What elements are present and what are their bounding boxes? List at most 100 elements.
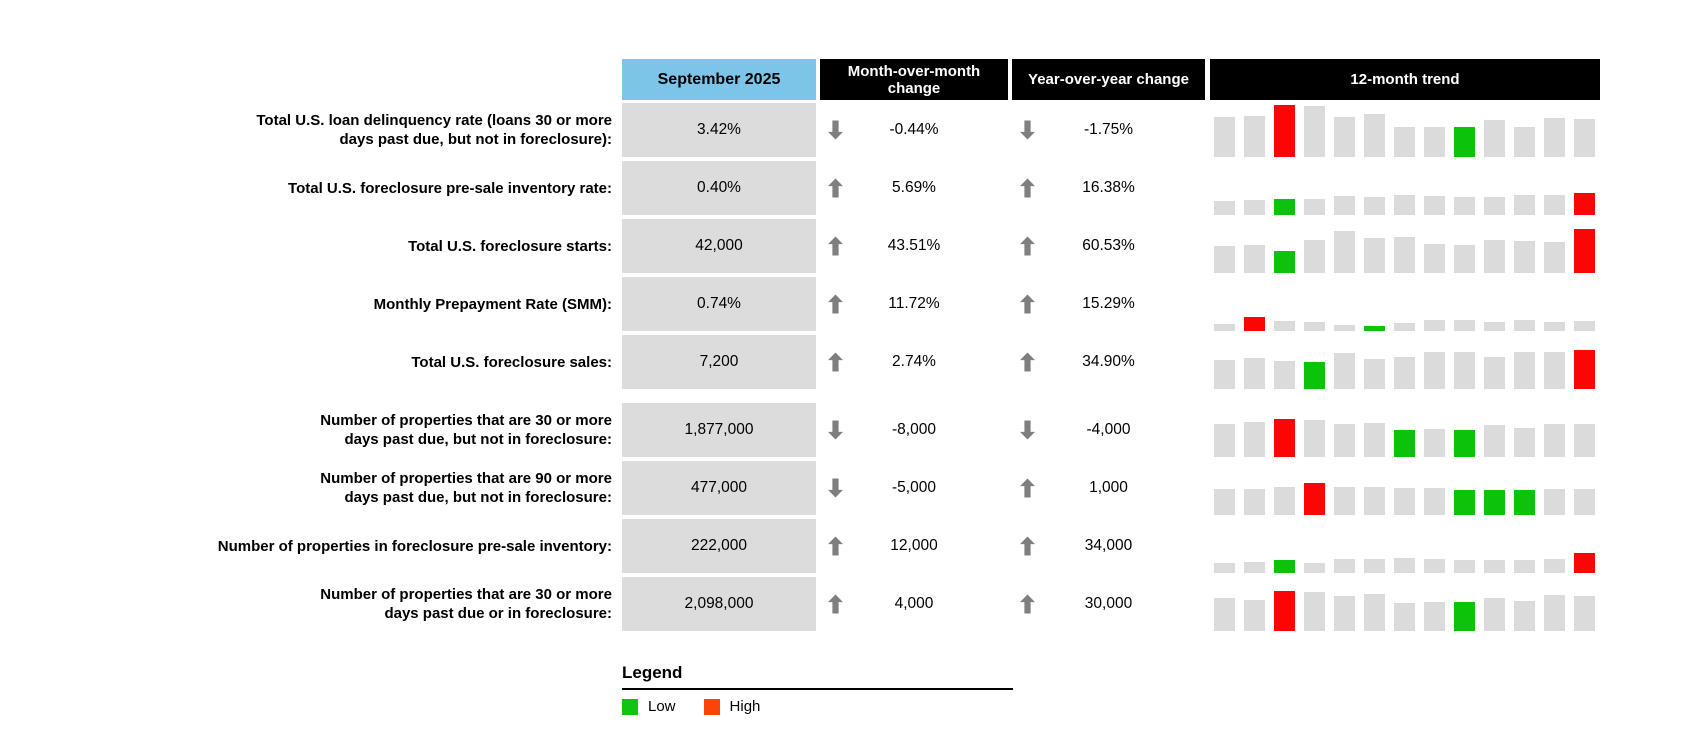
mom-change-value: 11.72%: [888, 295, 940, 312]
trend-sparkline: [1210, 219, 1600, 273]
row-label: Number of properties that are 90 or more…: [320, 470, 612, 506]
mom-change-cell: -8,000: [820, 403, 1008, 457]
trend-bar-high: [1574, 350, 1595, 389]
mom-change-value: -5,000: [892, 479, 936, 496]
trend-bar: [1244, 600, 1265, 631]
trend-bar: [1274, 487, 1295, 515]
trend-bar: [1334, 487, 1355, 515]
trend-bar: [1424, 602, 1445, 631]
legend-high-label: High: [729, 698, 761, 715]
trend-bar: [1514, 241, 1535, 273]
yoy-change-cell: 1,000: [1012, 461, 1205, 515]
trend-bar: [1214, 598, 1235, 631]
mom-change-cell: 11.72%: [820, 277, 1008, 331]
row-label-cell: Number of properties that are 30 or more…: [100, 577, 618, 631]
trend-bar: [1364, 359, 1385, 389]
trend-bar: [1364, 197, 1385, 215]
trend-bar: [1454, 197, 1475, 215]
trend-bar: [1484, 197, 1505, 215]
up-arrow-icon: [1020, 294, 1035, 314]
trend-bar-high: [1274, 591, 1295, 631]
trend-bar-high: [1574, 553, 1595, 573]
trend-bar-low: [1394, 430, 1415, 457]
trend-bar: [1424, 429, 1445, 457]
trend-bar: [1334, 424, 1355, 457]
trend-bar: [1544, 195, 1565, 215]
mom-change-cell: 12,000: [820, 519, 1008, 573]
trend-bar: [1544, 352, 1565, 389]
up-arrow-icon: [828, 536, 843, 556]
trend-bar: [1544, 595, 1565, 631]
trend-bar: [1364, 487, 1385, 515]
table-row: Total U.S. loan delinquency rate (loans …: [100, 103, 1600, 157]
current-value-cell: 42,000: [622, 219, 816, 273]
trend-bar-high: [1574, 229, 1595, 273]
trend-bar: [1484, 357, 1505, 389]
trend-bar: [1544, 424, 1565, 457]
trend-bar: [1364, 238, 1385, 273]
trend-bar: [1244, 358, 1265, 389]
row-label: Total U.S. foreclosure starts:: [408, 237, 612, 255]
header-period: September 2025: [622, 59, 816, 100]
trend-bar-high: [1244, 317, 1265, 331]
trend-bar: [1394, 323, 1415, 331]
report-table: September 2025 Month-over-month change Y…: [100, 59, 1600, 635]
mom-change-cell: -5,000: [820, 461, 1008, 515]
trend-bar: [1424, 196, 1445, 215]
table-row: Total U.S. foreclosure starts: 42,000 43…: [100, 219, 1600, 273]
trend-sparkline: [1210, 161, 1600, 215]
mom-change-value: 5.69%: [892, 179, 936, 196]
trend-sparkline: [1210, 403, 1600, 457]
trend-bar-low: [1274, 251, 1295, 273]
table-row: Number of properties in foreclosure pre-…: [100, 519, 1600, 573]
trend-bar: [1334, 353, 1355, 389]
trend-bar: [1364, 594, 1385, 631]
trend-bar: [1454, 352, 1475, 389]
yoy-change-value: 60.53%: [1082, 237, 1135, 254]
down-arrow-icon: [828, 420, 843, 440]
current-value-cell: 0.40%: [622, 161, 816, 215]
up-arrow-icon: [828, 178, 843, 198]
table-row: Number of properties that are 30 or more…: [100, 403, 1600, 457]
trend-bar: [1304, 420, 1325, 457]
trend-bar: [1574, 119, 1595, 157]
trend-bar: [1304, 199, 1325, 215]
down-arrow-icon: [1020, 420, 1035, 440]
yoy-change-value: 15.29%: [1082, 295, 1135, 312]
trend-bar: [1514, 601, 1535, 631]
trend-bar: [1544, 489, 1565, 515]
trend-bar: [1544, 559, 1565, 573]
trend-bar: [1424, 244, 1445, 273]
trend-bar: [1394, 237, 1415, 273]
row-label-cell: Total U.S. foreclosure pre-sale inventor…: [100, 161, 618, 215]
trend-bar: [1334, 325, 1355, 331]
yoy-change-cell: 60.53%: [1012, 219, 1205, 273]
trend-bar-high: [1274, 105, 1295, 157]
yoy-change-cell: 15.29%: [1012, 277, 1205, 331]
row-label: Number of properties in foreclosure pre-…: [217, 537, 612, 555]
trend-bar: [1574, 596, 1595, 631]
trend-bar: [1394, 195, 1415, 215]
trend-bar: [1214, 424, 1235, 457]
trend-bar: [1304, 322, 1325, 331]
row-label: Total U.S. loan delinquency rate (loans …: [256, 112, 612, 148]
trend-sparkline: [1210, 577, 1600, 631]
trend-sparkline: [1210, 103, 1600, 157]
row-label-cell: Number of properties that are 90 or more…: [100, 461, 618, 515]
trend-bar: [1364, 114, 1385, 157]
up-arrow-icon: [1020, 352, 1035, 372]
trend-bar: [1274, 321, 1295, 331]
table-row: Monthly Prepayment Rate (SMM): 0.74% 11.…: [100, 277, 1600, 331]
up-arrow-icon: [828, 594, 843, 614]
trend-bar: [1214, 489, 1235, 515]
mom-change-cell: 43.51%: [820, 219, 1008, 273]
legend-items: Low High: [622, 698, 1013, 715]
yoy-change-cell: 34,000: [1012, 519, 1205, 573]
trend-bar: [1484, 598, 1505, 631]
trend-bar: [1544, 322, 1565, 331]
trend-bar-high: [1274, 419, 1295, 457]
yoy-change-value: 34.90%: [1082, 353, 1135, 370]
legend-low-swatch: [622, 698, 638, 715]
yoy-change-value: -4,000: [1086, 421, 1131, 438]
legend-high-swatch: [703, 698, 720, 715]
